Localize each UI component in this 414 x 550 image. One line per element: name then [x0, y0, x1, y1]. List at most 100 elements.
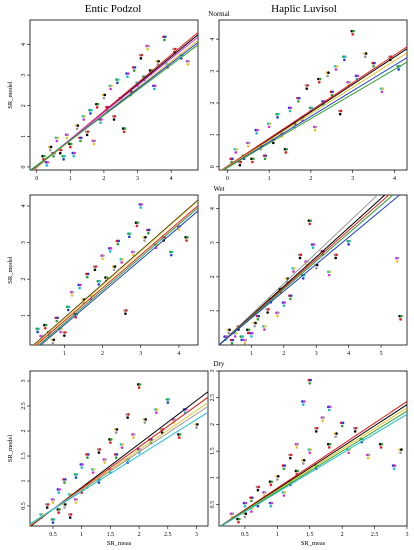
y-tick-label: 3 [210, 70, 216, 73]
x-axis-label: SR_meas [107, 540, 132, 547]
data-point [137, 386, 141, 389]
data-point [287, 106, 291, 110]
data-point [127, 413, 130, 416]
data-point [142, 236, 145, 239]
data-point [228, 328, 231, 332]
data-point [74, 476, 78, 479]
data-point [310, 243, 314, 246]
data-point [63, 331, 67, 334]
data-point [262, 154, 266, 157]
data-point [145, 44, 148, 48]
y-tick-label: 3 [21, 380, 27, 383]
data-point [270, 501, 274, 505]
data-point [45, 506, 49, 509]
x-tick-label: 1 [69, 176, 72, 182]
data-point [314, 430, 318, 433]
data-points [223, 219, 403, 345]
data-point [327, 446, 331, 449]
data-point [263, 157, 267, 161]
data-point [64, 478, 67, 481]
data-point [392, 467, 396, 471]
data-point [132, 433, 136, 436]
data-point [43, 323, 46, 327]
data-point [100, 118, 103, 121]
data-point [119, 443, 123, 446]
data-point [288, 109, 292, 113]
data-point [276, 116, 279, 119]
data-point [142, 418, 146, 421]
data-point [184, 236, 187, 239]
data-point [373, 61, 376, 65]
data-point [352, 29, 355, 33]
data-point [243, 504, 247, 508]
data-point [327, 408, 331, 412]
fit-lines [219, 401, 407, 526]
data-point [333, 253, 337, 257]
data-point [256, 318, 260, 321]
data-point [354, 426, 358, 430]
data-point [241, 335, 244, 338]
column-title-entic-podzol: Entic Podzol [85, 3, 142, 15]
data-point [269, 483, 273, 487]
regression-line [219, 401, 407, 526]
panel-frame [29, 19, 199, 171]
data-point [397, 68, 400, 71]
data-point [320, 416, 324, 419]
data-point [87, 453, 90, 456]
data-point [348, 80, 351, 84]
data-point [298, 256, 302, 260]
data-point [244, 501, 248, 505]
y-tick-label: 3 [210, 370, 216, 373]
data-point [47, 145, 51, 149]
panel-frame [218, 370, 408, 527]
data-point [82, 118, 86, 121]
data-point [57, 491, 61, 494]
data-point [114, 431, 118, 434]
data-point [177, 228, 181, 231]
data-point [62, 478, 65, 481]
data-point [71, 151, 75, 155]
data-point [73, 473, 77, 476]
data-point [64, 133, 68, 137]
data-point [194, 423, 197, 426]
data-point [94, 265, 98, 268]
data-point [353, 430, 357, 433]
data-point [113, 453, 117, 456]
data-point [242, 501, 246, 505]
data-point [306, 84, 309, 87]
data-point [335, 432, 338, 435]
data-point [297, 96, 301, 100]
y-tick-label: 2 [21, 278, 27, 281]
data-point [62, 331, 65, 334]
data-point [73, 151, 76, 155]
data-point [96, 279, 100, 283]
data-point [255, 314, 259, 318]
data-point [330, 93, 334, 97]
data-point [52, 518, 56, 521]
regression-line [32, 199, 198, 345]
data-point [78, 286, 81, 290]
data-point [282, 494, 286, 497]
data-point [301, 277, 305, 280]
data-point [380, 90, 384, 94]
regression-line [219, 195, 379, 345]
data-point [308, 222, 312, 226]
data-point [283, 301, 287, 304]
data-point [398, 448, 401, 451]
data-point [56, 316, 59, 320]
data-point [70, 294, 74, 297]
data-point [230, 341, 234, 345]
data-point [321, 419, 325, 423]
data-point [81, 298, 84, 301]
data-point [304, 84, 308, 87]
regression-line [35, 205, 198, 345]
data-point [63, 334, 66, 337]
data-point [348, 239, 351, 243]
data-point [84, 130, 88, 133]
data-point [76, 124, 80, 127]
data-point [337, 109, 341, 113]
data-point [91, 471, 95, 474]
data-point [363, 55, 367, 59]
data-point [283, 147, 287, 151]
